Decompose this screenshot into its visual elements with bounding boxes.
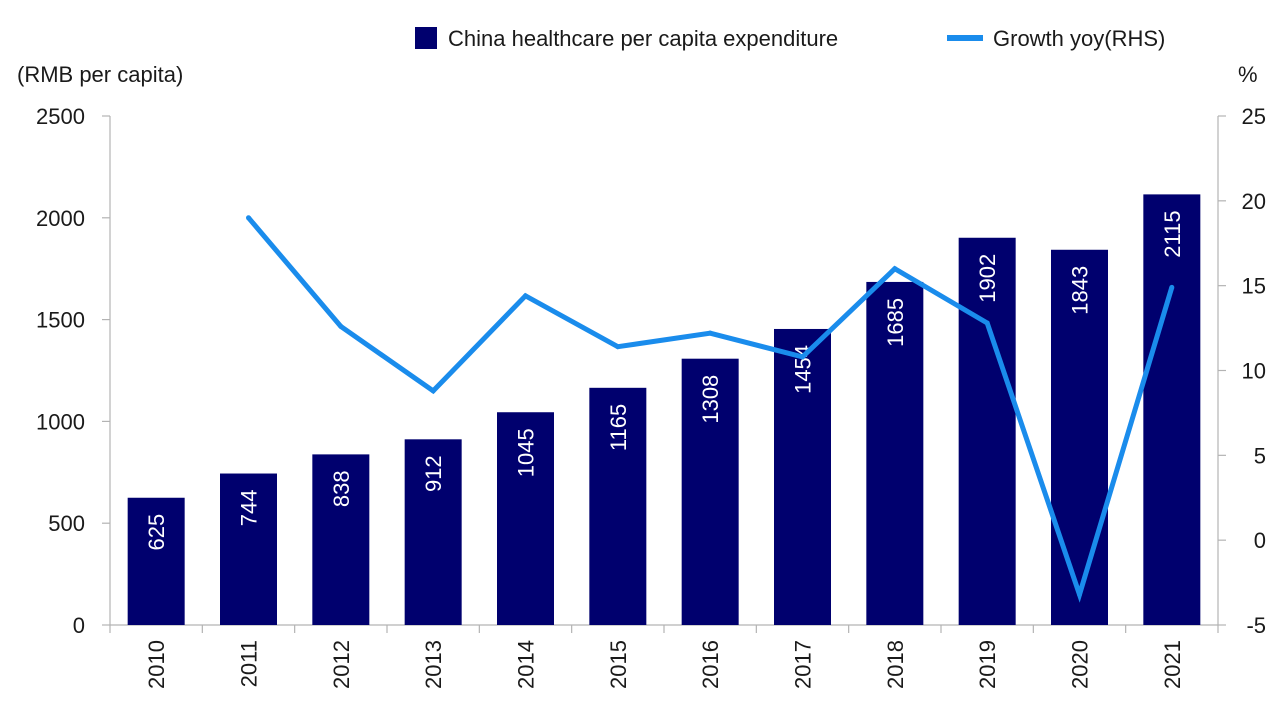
bar <box>127 497 185 625</box>
bar <box>220 473 277 625</box>
bar-value-label: 1045 <box>514 428 539 477</box>
bar-value-label: 2115 <box>1160 210 1185 257</box>
x-axis-tick-label: 2014 <box>514 640 539 689</box>
bar-value-label: 1843 <box>1068 266 1093 315</box>
x-axis-tick-label: 2019 <box>975 640 1000 689</box>
x-axis-tick-label: 2016 <box>698 640 723 689</box>
legend-line-label: Growth yoy(RHS) <box>993 26 1165 51</box>
left-axis-tick-label: 2500 <box>36 104 85 129</box>
growth-point <box>523 293 528 299</box>
bar <box>497 412 554 625</box>
growth-point <box>707 330 713 336</box>
growth-point <box>984 320 990 326</box>
bar-value-label: 625 <box>144 514 169 551</box>
left-axis-unit-label: (RMB per capita) <box>17 62 183 87</box>
x-axis-labels: 2010 2011 2012 2013 2014 2015 2016 2017 2018 2019… <box>144 640 1185 689</box>
growth-point <box>800 354 805 360</box>
bar <box>774 328 831 625</box>
growth-point <box>615 344 621 350</box>
bar <box>312 454 370 625</box>
right-axis-unit-label: % <box>1238 62 1258 87</box>
growth-line-layer <box>246 215 1175 603</box>
growth-point <box>1077 591 1082 597</box>
right-axis-tick-label: 0 <box>1254 528 1266 553</box>
legend-bar-label: China healthcare per capita expenditure <box>448 26 838 51</box>
left-axis-tick-label: 500 <box>48 511 85 536</box>
axes: 0 500 1000 1500 2000 2500 -5 0 5 10 15 20 25 <box>36 104 1266 638</box>
bar <box>681 358 739 625</box>
bar <box>1051 249 1108 625</box>
x-axis-tick-label: 2015 <box>606 640 631 689</box>
x-axis-tick-label: 2021 <box>1160 640 1185 689</box>
bar-value-label: 744 <box>237 490 262 527</box>
bar-value-label: 838 <box>329 470 354 507</box>
bars <box>127 194 1201 626</box>
x-axis-tick-label: 2011 <box>237 640 262 687</box>
growth-point <box>430 388 436 394</box>
bar <box>1143 194 1201 626</box>
legend: China healthcare per capita expenditure … <box>415 26 1165 51</box>
growth-point <box>246 215 251 221</box>
bar-value-label: 1165 <box>606 404 631 451</box>
growth-point <box>892 266 898 272</box>
x-axis-tick-label: 2017 <box>791 640 816 689</box>
x-axis-tick-label: 2013 <box>421 640 446 689</box>
growth-point <box>1169 284 1175 290</box>
bar-value-label: 1902 <box>975 254 1000 303</box>
bar-value-label: 1685 <box>883 298 908 347</box>
right-axis-tick-label: 15 <box>1242 274 1266 299</box>
right-axis-tick-label: 25 <box>1242 104 1266 129</box>
right-axis-tick-label: 20 <box>1242 189 1266 214</box>
left-axis-tick-label: 1000 <box>36 409 85 434</box>
bar <box>589 387 647 625</box>
left-axis-tick-label: 1500 <box>36 308 85 333</box>
legend-bar-swatch <box>415 27 437 49</box>
x-axis-tick-label: 2020 <box>1068 640 1093 689</box>
left-axis-tick-label: 2000 <box>36 206 85 231</box>
bar <box>404 439 462 625</box>
right-axis-tick-label: -5 <box>1246 613 1266 638</box>
right-axis-tick-label: 5 <box>1254 443 1266 468</box>
bar <box>958 237 1016 625</box>
x-axis-tick-label: 2010 <box>144 640 169 689</box>
growth-point <box>338 323 344 329</box>
x-axis-tick-label: 2012 <box>329 640 354 689</box>
left-axis-tick-label: 0 <box>73 613 85 638</box>
x-axis-tick-label: 2018 <box>883 640 908 689</box>
right-axis-tick-label: 10 <box>1242 359 1266 384</box>
bar-value-label: 1308 <box>698 375 723 424</box>
bar <box>866 281 924 625</box>
bar-value-label: 912 <box>421 455 446 492</box>
